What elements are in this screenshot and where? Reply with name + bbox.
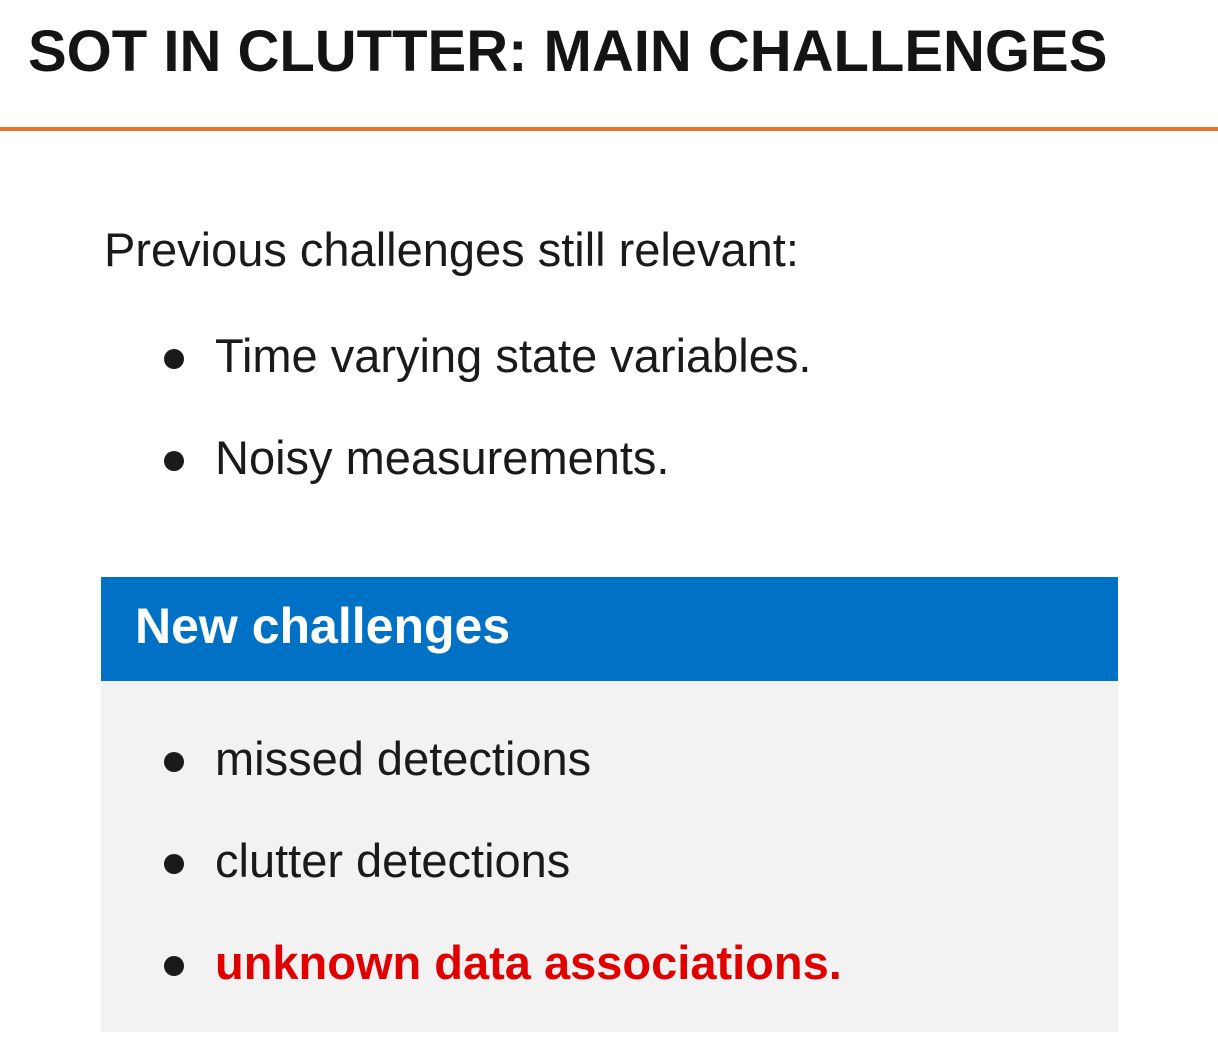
- list-item-text: Time varying state variables.: [215, 329, 812, 382]
- list-item: Time varying state variables.: [164, 326, 812, 428]
- list-item: missed detections: [164, 729, 842, 831]
- bullet-icon: [164, 752, 184, 772]
- bullet-icon: [164, 956, 184, 976]
- previous-challenges-intro: Previous challenges still relevant:: [104, 223, 799, 276]
- list-item: Noisy measurements.: [164, 428, 811, 530]
- bullet-icon: [164, 349, 184, 369]
- list-item-text: Noisy measurements.: [215, 431, 670, 484]
- new-challenges-header: New challenges: [101, 577, 1118, 681]
- list-item-text: missed detections: [215, 732, 592, 785]
- new-challenges-title: New challenges: [135, 598, 511, 654]
- list-item: unknown data associations.: [164, 933, 842, 1035]
- list-item-text: clutter detections: [215, 834, 571, 887]
- bullet-icon: [164, 854, 184, 874]
- slide-title: SOT IN CLUTTER: MAIN CHALLENGES: [28, 19, 1108, 84]
- highlighted-list-item-text: unknown data associations.: [215, 936, 842, 989]
- list-item: clutter detections: [164, 831, 842, 933]
- new-challenges-block: New challenges missed detections clutter…: [101, 577, 1118, 1032]
- bullet-icon: [164, 451, 184, 471]
- new-challenges-list: missed detections clutter detections unk…: [164, 729, 842, 1035]
- previous-challenges-list: Time varying state variables. Noisy meas…: [164, 326, 812, 530]
- slide-header: SOT IN CLUTTER: MAIN CHALLENGES: [0, 0, 1218, 131]
